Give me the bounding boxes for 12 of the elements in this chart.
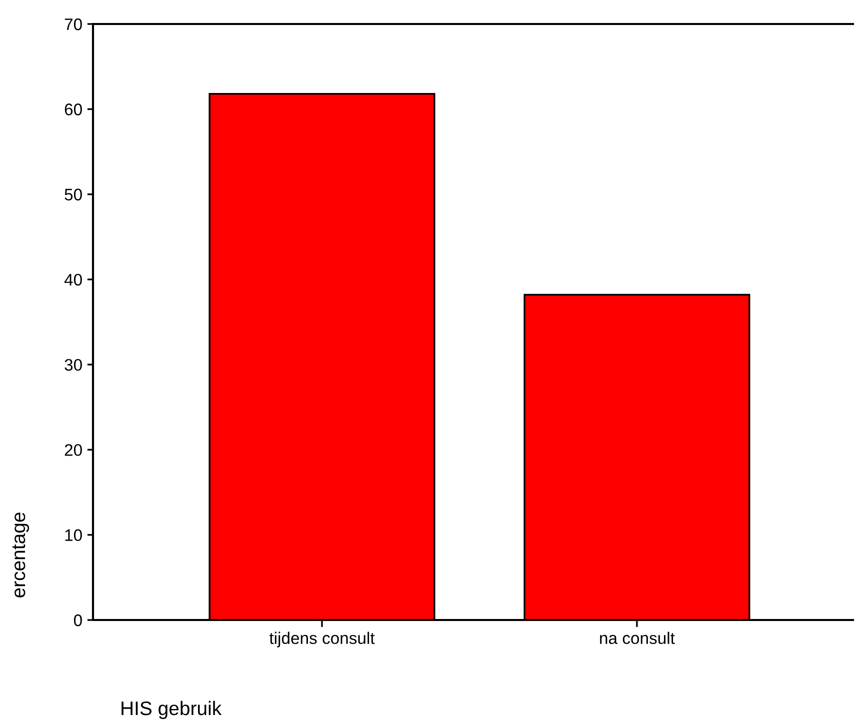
y-tick-label: 0 bbox=[74, 614, 82, 626]
x-tick-label: tijdens consult bbox=[269, 632, 375, 648]
x-tick-label: na consult bbox=[600, 632, 675, 644]
y-tick-label: 40 bbox=[64, 274, 82, 286]
y-tick-label: 60 bbox=[64, 104, 82, 116]
y-tick-label: 30 bbox=[64, 358, 82, 371]
y-axis-title: ercentage bbox=[12, 512, 30, 598]
y-tick-label: 20 bbox=[64, 444, 82, 456]
y-tick-label: 50 bbox=[64, 188, 82, 200]
y-tick-label: 70 bbox=[64, 18, 82, 30]
y-tick-label: 10 bbox=[65, 529, 82, 542]
x-axis-title: HIS gebruik bbox=[122, 700, 222, 720]
